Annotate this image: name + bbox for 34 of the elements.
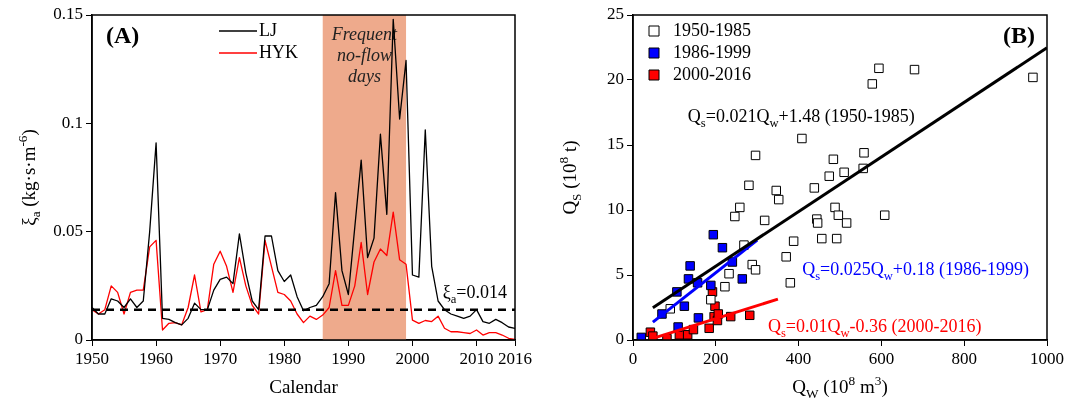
- x-tick-label: 400: [785, 348, 812, 368]
- y-tick-label: 10: [607, 199, 624, 219]
- x-tick-label: 2010: [459, 348, 494, 368]
- y-tick-label: 0: [615, 329, 624, 349]
- x-tick-label: 2000: [395, 348, 430, 368]
- y-tick-label: 15: [607, 134, 624, 154]
- y-tick-label: 20: [607, 69, 624, 89]
- x-tick-label: 1980: [267, 348, 302, 368]
- x-tick-label: 2016: [498, 348, 532, 368]
- legend-label: 1950-1985: [673, 19, 751, 40]
- x-tick-label: 1950: [75, 348, 109, 368]
- annotation: (B): [1003, 22, 1036, 49]
- x-tick-label: 1970: [203, 348, 238, 368]
- x-tick-label: 200: [703, 348, 729, 368]
- x-tick-label: 1990: [331, 348, 366, 368]
- legend-label: 2000-2016: [673, 63, 751, 84]
- y-tick-label: 5: [615, 264, 624, 284]
- x-tick-label: 1960: [139, 348, 174, 368]
- x-tick-label: 800: [951, 348, 977, 368]
- y-axis-title: ξa (kg·s·m-6): [14, 129, 44, 226]
- annotation: (A): [106, 22, 140, 49]
- x-tick-label: 1000: [1030, 348, 1064, 368]
- x-tick-label: 0: [628, 348, 638, 368]
- x-tick-label: 600: [868, 348, 895, 368]
- legend-label: HYK: [259, 41, 298, 62]
- legend-label: 1986-1999: [673, 41, 751, 62]
- y-axis-title: QS (108 t): [555, 140, 585, 215]
- y-tick-label: 0.15: [53, 4, 83, 24]
- x-axis-title: Calendar: [269, 375, 339, 397]
- y-tick-label: 0.1: [61, 112, 83, 132]
- y-tick-label: 0: [74, 329, 83, 349]
- legend-label: LJ: [259, 19, 277, 40]
- y-tick-label: 0.05: [53, 221, 83, 241]
- y-tick-label: 25: [607, 4, 624, 24]
